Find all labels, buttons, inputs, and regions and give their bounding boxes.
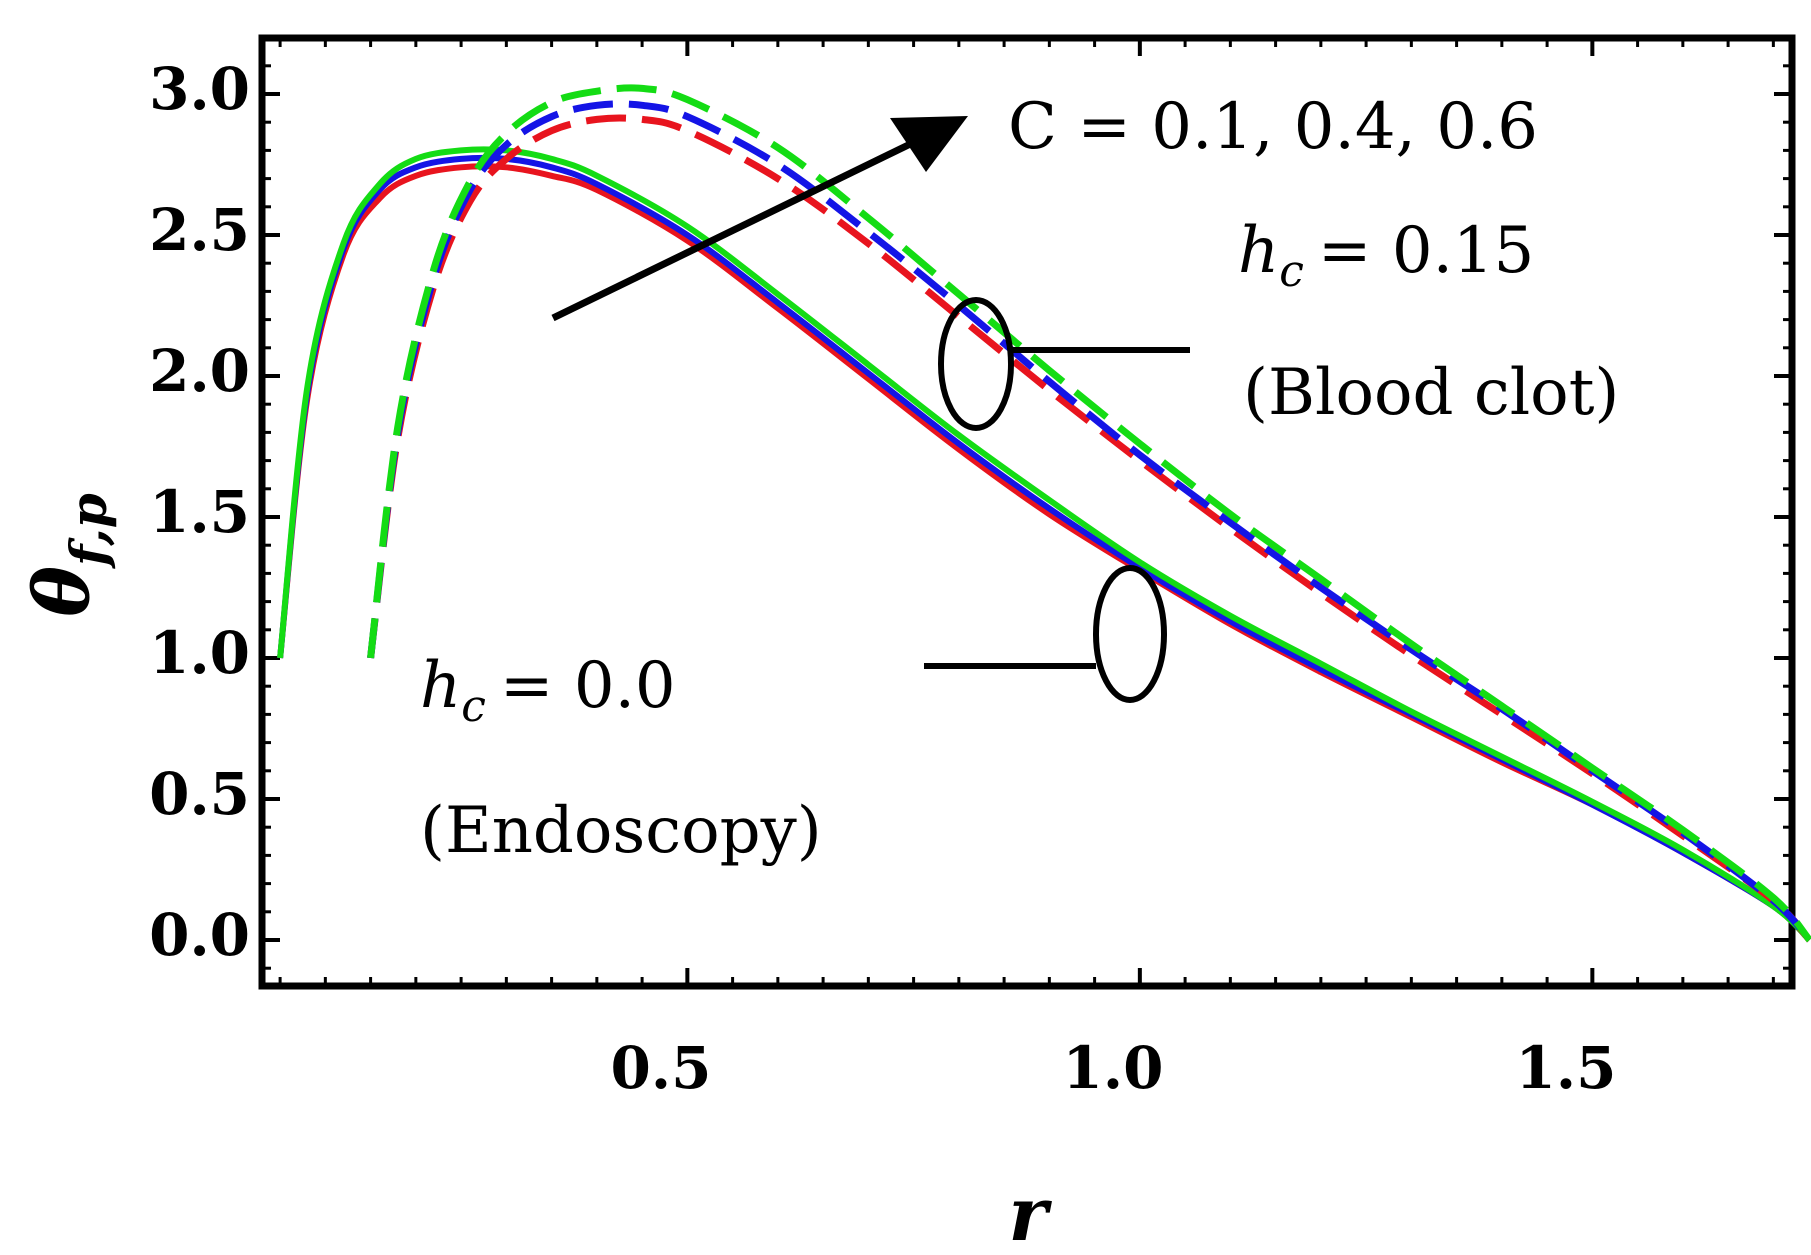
y-axis-title: θf,p — [17, 493, 118, 617]
x-axis-title: r — [1009, 1172, 1053, 1255]
hc-symbol: h — [420, 649, 461, 723]
hc-endo-value: = 0.0 — [500, 649, 676, 723]
series-layer — [277, 84, 1811, 943]
endo-series-line-2 — [277, 146, 1811, 943]
blood-clot-label: (Blood clot) — [1243, 356, 1619, 430]
y-tick-label: 1.5 — [149, 478, 250, 546]
clot-group-ellipse — [938, 297, 1014, 431]
hc-subscript: c — [1279, 246, 1304, 297]
clot-series-line-5 — [367, 84, 1811, 943]
y-tick-label: 2.0 — [149, 337, 250, 405]
x-tick-label: 1.5 — [1516, 1034, 1617, 1102]
svg-text:θf,p: θf,p — [17, 493, 118, 617]
y-axis-theta: θ — [17, 566, 106, 617]
c-trend-arrow — [551, 128, 937, 322]
endo-group-ellipse — [1093, 565, 1167, 703]
hc-subscript: c — [461, 681, 486, 732]
hc-clot-label: hc = 0.15 — [1238, 214, 1534, 297]
hc-symbol: h — [1238, 214, 1279, 288]
clot-series-line-3 — [367, 114, 1811, 943]
y-tick-label: 2.5 — [149, 196, 250, 264]
major-ticks — [262, 38, 1792, 986]
c-trend-arrowhead — [890, 116, 968, 172]
y-axis-subscript: f,p — [59, 493, 118, 569]
hc-endo-label: hc = 0.0 — [420, 649, 676, 732]
endoscopy-label: (Endoscopy) — [420, 794, 822, 868]
plot-frame — [258, 34, 1796, 990]
clot-series-line-4 — [367, 100, 1811, 943]
hc-clot-value: = 0.15 — [1318, 214, 1534, 288]
x-tick-label: 1.0 — [1063, 1034, 1164, 1102]
c-values-label: C = 0.1, 0.4, 0.6 — [1008, 90, 1538, 164]
x-tick-labels: 0.5 1.0 1.5 — [611, 1034, 1617, 1102]
y-tick-label: 1.0 — [149, 619, 250, 687]
x-tick-label: 0.5 — [611, 1034, 712, 1102]
y-tick-label: 0.0 — [149, 901, 250, 969]
y-tick-label: 0.5 — [149, 760, 250, 828]
y-tick-labels: 0.0 0.5 1.0 1.5 2.0 2.5 3.0 — [149, 55, 250, 969]
y-tick-label: 3.0 — [149, 55, 250, 123]
